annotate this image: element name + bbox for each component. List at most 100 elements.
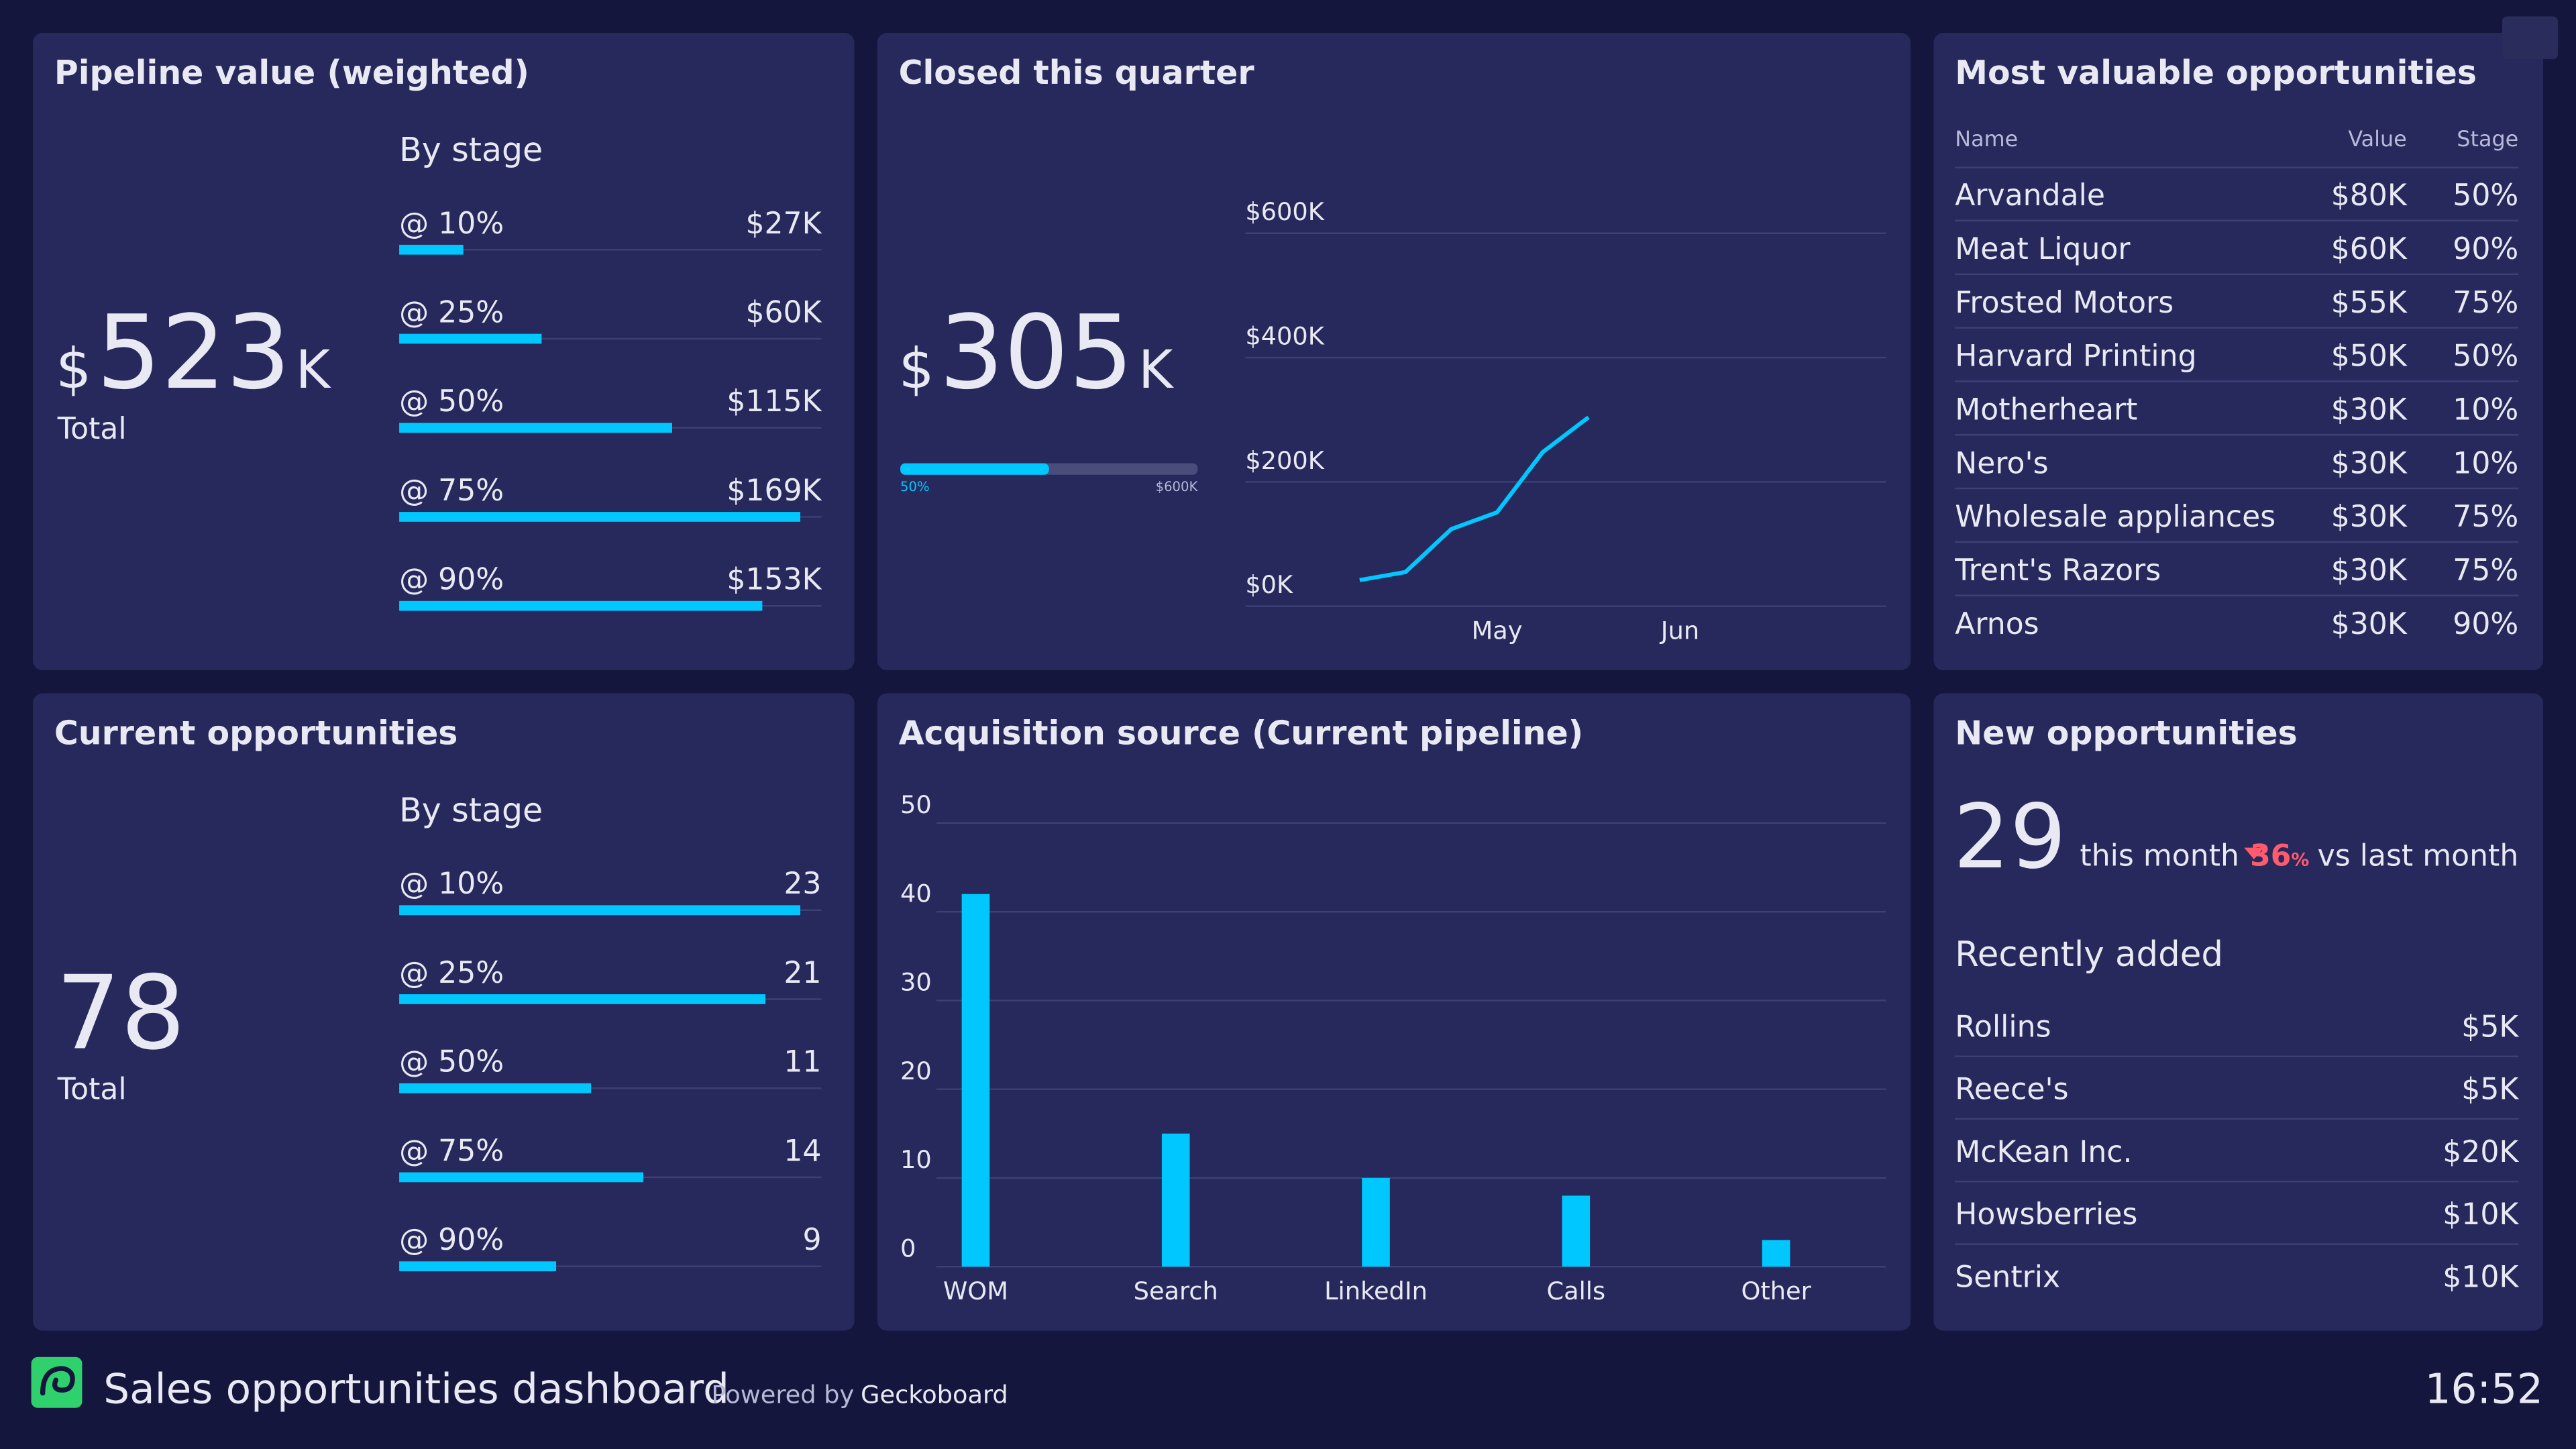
logo	[31, 1356, 83, 1408]
y-tick-label: 30	[900, 968, 932, 997]
x-tick-label: Other	[1741, 1277, 1811, 1305]
column-header: Value	[2348, 126, 2406, 152]
table-cell: 75%	[2453, 553, 2518, 588]
x-tick-label: Search	[1134, 1277, 1218, 1305]
recent-name: McKean Inc.	[1955, 1135, 2132, 1169]
stage-bar	[399, 423, 672, 433]
powered-by-text: Powered by	[711, 1380, 854, 1409]
stage-value: 23	[784, 867, 821, 901]
progress-fill	[900, 463, 1049, 475]
recent-value: $5K	[2461, 1010, 2519, 1044]
powered-by: Powered by Geckoboard	[711, 1380, 1008, 1409]
widget-title: Pipeline value (weighted)	[54, 54, 529, 92]
change-unit: %	[2291, 850, 2309, 871]
dashboard-title: Sales opportunities dashboard	[103, 1365, 729, 1413]
big-number: $305 K	[899, 293, 1175, 412]
bar	[1562, 1195, 1591, 1267]
stage-value: $115K	[727, 384, 822, 419]
progress-label: 50%	[900, 479, 930, 494]
clock: 16:52	[2425, 1365, 2543, 1413]
table-cell: Nero's	[1955, 446, 2048, 480]
table-cell: $30K	[2331, 500, 2408, 534]
widget-title: Current opportunities	[54, 714, 458, 752]
stage-bar	[399, 1083, 592, 1093]
bar	[1762, 1240, 1790, 1267]
count: 29	[1953, 786, 2066, 889]
stage-label: @ 90%	[399, 563, 504, 597]
panel	[1933, 693, 2544, 1331]
subtitle: By stage	[399, 791, 543, 829]
menu-button[interactable]	[2502, 16, 2559, 60]
panel	[877, 32, 1911, 671]
currency: $	[899, 336, 934, 401]
total-value: 305	[939, 293, 1134, 412]
stage-label: @ 75%	[399, 474, 504, 508]
recent-name: Sentrix	[1955, 1260, 2060, 1295]
y-tick-label: 50	[900, 790, 932, 819]
currency: $	[56, 336, 91, 401]
bar	[1362, 1177, 1390, 1267]
total-label: Total	[57, 412, 127, 446]
unit: K	[296, 339, 332, 400]
big-number: 78	[56, 953, 185, 1072]
stage-bar	[399, 994, 766, 1004]
widget-title: Most valuable opportunities	[1955, 54, 2477, 92]
stage-label: @ 10%	[399, 207, 504, 241]
stage-bar	[399, 244, 464, 255]
table-cell: $30K	[2331, 553, 2408, 588]
stage-value: 9	[802, 1223, 821, 1257]
bar	[1161, 1133, 1190, 1267]
table-cell: Harvard Printing	[1955, 339, 2196, 374]
table-cell: $30K	[2331, 446, 2408, 480]
table-cell: $30K	[2331, 392, 2408, 427]
stage-label: @ 25%	[399, 956, 504, 990]
table-cell: 75%	[2453, 286, 2518, 320]
change: 36% vs last month	[2250, 839, 2518, 873]
stage-value: 14	[784, 1134, 821, 1168]
panel	[32, 32, 855, 671]
total-value: 523	[97, 293, 291, 412]
stage-bar	[399, 600, 763, 611]
widget-title: Acquisition source (Current pipeline)	[899, 714, 1584, 752]
table-cell: 50%	[2453, 178, 2518, 213]
panel	[1933, 32, 2544, 671]
unit: K	[1138, 339, 1175, 400]
y-tick-label: $600K	[1245, 197, 1324, 226]
count-label: this month	[2080, 839, 2239, 873]
recent-value: $10K	[2443, 1260, 2519, 1295]
x-tick-label: WOM	[943, 1277, 1008, 1305]
table-cell: Frosted Motors	[1955, 286, 2174, 320]
table-cell: 75%	[2453, 500, 2518, 534]
table-cell: Arvandale	[1955, 178, 2105, 213]
y-tick-label: 10	[900, 1145, 932, 1174]
table-cell: 10%	[2453, 446, 2518, 480]
stage-bar	[399, 905, 801, 916]
recent-name: Rollins	[1955, 1010, 2051, 1044]
stage-label: @ 25%	[399, 295, 504, 329]
stage-value: $27K	[745, 207, 822, 241]
widget-title: New opportunities	[1955, 714, 2298, 752]
table-cell: $30K	[2331, 607, 2408, 641]
total-label: Total	[57, 1072, 127, 1106]
target-label: $600K	[1156, 479, 1199, 494]
recent-value: $20K	[2443, 1135, 2519, 1169]
bar	[961, 894, 990, 1267]
table-cell: 10%	[2453, 392, 2518, 427]
table-cell: Arnos	[1955, 607, 2039, 641]
table-cell: 90%	[2453, 232, 2518, 266]
stage-value: $153K	[727, 563, 822, 597]
section-title: Recently added	[1955, 934, 2223, 975]
big-number: $523 K	[56, 293, 331, 412]
y-tick-label: $400K	[1245, 321, 1324, 350]
x-tick-label: LinkedIn	[1324, 1277, 1428, 1305]
recent-value: $10K	[2443, 1197, 2519, 1232]
stage-label: @ 50%	[399, 1045, 504, 1079]
stage-value: $169K	[727, 474, 822, 508]
stage-label: @ 50%	[399, 384, 504, 419]
table-cell: $80K	[2331, 178, 2408, 213]
stage-bar	[399, 333, 542, 344]
table-cell: Wholesale appliances	[1955, 500, 2275, 534]
panel	[877, 693, 1911, 1331]
